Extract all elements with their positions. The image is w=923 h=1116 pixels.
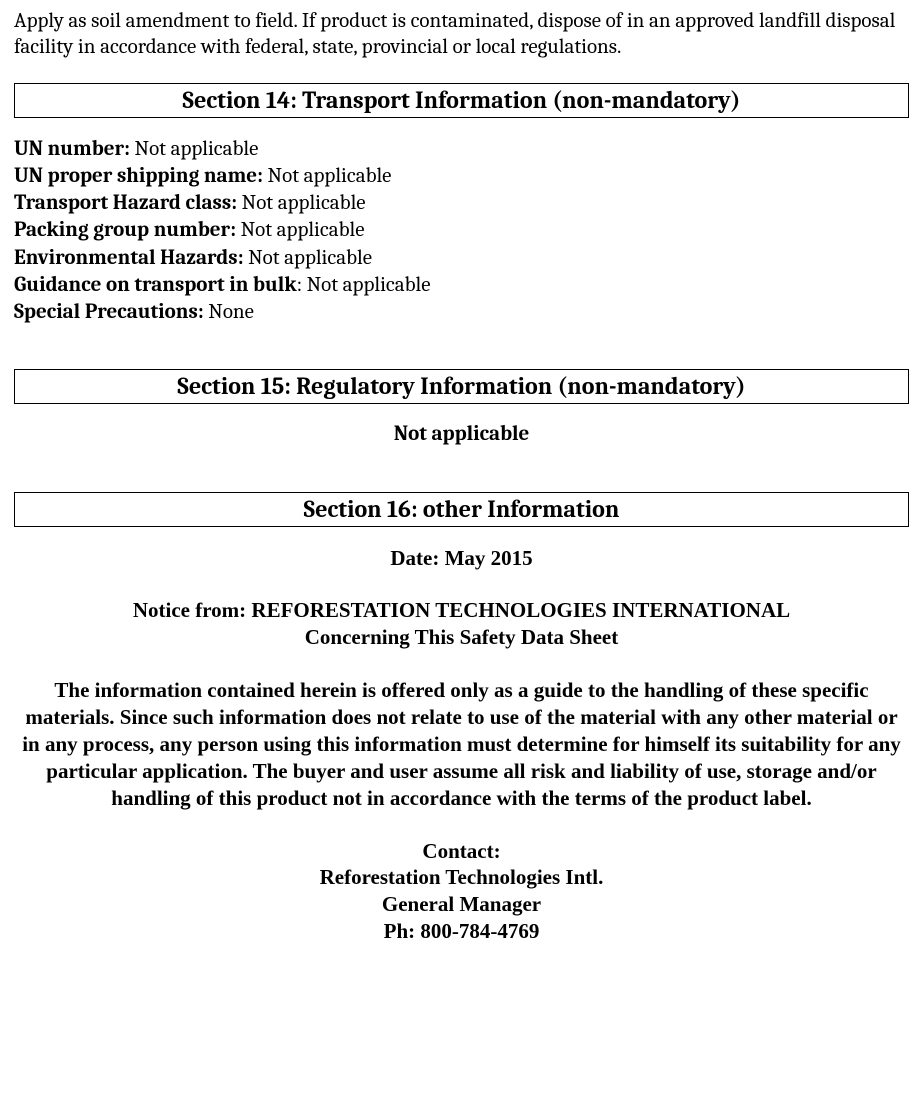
section-14-fields: UN number: Not applicable UN proper ship… xyxy=(14,136,909,327)
field-value: Not applicable xyxy=(130,137,259,161)
field-value: Not applicable xyxy=(237,191,366,215)
field-label: UN number: xyxy=(14,137,130,161)
field-env-hazards: Environmental Hazards: Not applicable xyxy=(14,245,909,272)
field-label: Guidance on transport in bulk xyxy=(14,273,297,297)
field-special-precautions: Special Precautions: None xyxy=(14,299,909,326)
field-value: : Not applicable xyxy=(297,273,431,297)
notice-line-2: Concerning This Safety Data Sheet xyxy=(14,624,909,651)
field-packing-group: Packing group number: Not applicable xyxy=(14,217,909,244)
section-16-disclaimer: The information contained herein is offe… xyxy=(14,677,909,811)
section-16-header: Section 16: other Information xyxy=(14,492,909,527)
field-value: Not applicable xyxy=(263,164,392,188)
section-15-body: Not applicable xyxy=(14,422,909,446)
field-label: Packing group number: xyxy=(14,218,236,242)
section-16-contact: Contact: Reforestation Technologies Intl… xyxy=(14,838,909,946)
contact-heading: Contact: xyxy=(14,838,909,865)
field-label: Environmental Hazards: xyxy=(14,246,243,270)
contact-phone: Ph: 800-784-4769 xyxy=(14,918,909,945)
field-value: Not applicable xyxy=(236,218,365,242)
section-16-notice: Notice from: REFORESTATION TECHNOLOGIES … xyxy=(14,597,909,651)
field-value: Not applicable xyxy=(243,246,372,270)
notice-line-1: Notice from: REFORESTATION TECHNOLOGIES … xyxy=(14,597,909,624)
field-bulk-guidance: Guidance on transport in bulk: Not appli… xyxy=(14,272,909,299)
field-un-number: UN number: Not applicable xyxy=(14,136,909,163)
field-label: Transport Hazard class: xyxy=(14,191,237,215)
field-label: UN proper shipping name: xyxy=(14,164,263,188)
field-hazard-class: Transport Hazard class: Not applicable xyxy=(14,190,909,217)
intro-paragraph: Apply as soil amendment to field. If pro… xyxy=(14,8,909,61)
field-value: None xyxy=(204,300,254,324)
section-14-header: Section 14: Transport Information (non-m… xyxy=(14,83,909,118)
section-16-date: Date: May 2015 xyxy=(14,545,909,572)
field-proper-shipping: UN proper shipping name: Not applicable xyxy=(14,163,909,190)
field-label: Special Precautions: xyxy=(14,300,204,324)
contact-role: General Manager xyxy=(14,891,909,918)
contact-company: Reforestation Technologies Intl. xyxy=(14,864,909,891)
section-15-header: Section 15: Regulatory Information (non-… xyxy=(14,369,909,404)
